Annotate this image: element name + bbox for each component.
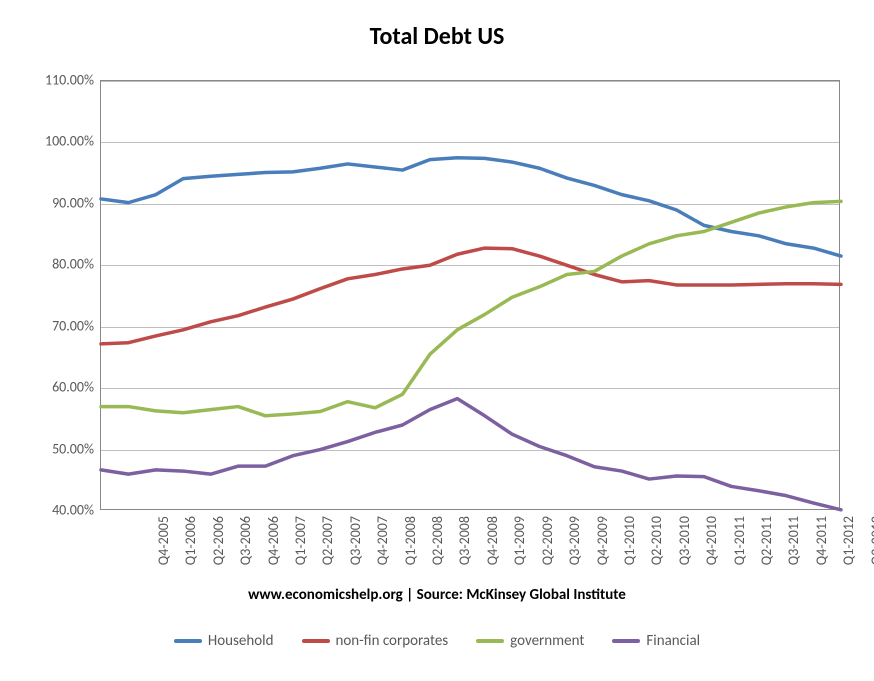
- x-tick-label: Q4-2005: [155, 516, 172, 565]
- y-tick-label: 80.00%: [4, 256, 94, 273]
- x-tick-label: Q1-2008: [402, 516, 419, 565]
- legend-item: non-fin corporates: [302, 632, 449, 650]
- legend: Household non-fin corporates government Fin…: [0, 632, 874, 650]
- x-tick-label: Q4-2007: [374, 516, 391, 565]
- legend-label: government: [510, 632, 584, 650]
- x-tick-label: Q4-2006: [265, 516, 282, 565]
- chart-container: Total Debt US 40.00% 50.00% 60.00% 70.00% 80…: [0, 0, 874, 681]
- plot-area: [100, 80, 840, 510]
- chart-title: Total Debt US: [0, 22, 874, 51]
- legend-swatch: [476, 639, 504, 643]
- legend-item: government: [476, 632, 584, 650]
- source-caption: www.economicshelp.org | Source: McKinsey…: [0, 586, 874, 604]
- x-tick-label: Q1-2007: [292, 516, 309, 565]
- legend-label: non-fin corporates: [336, 632, 449, 650]
- line-series-svg: [101, 81, 841, 511]
- x-tick-label: Q3-2010: [676, 516, 693, 565]
- series-line: [101, 158, 841, 256]
- x-tick-label: Q4-2011: [813, 516, 830, 565]
- x-tick-label: Q4-2010: [703, 516, 720, 565]
- legend-item: Financial: [612, 632, 700, 650]
- x-tick-label: Q1-2006: [183, 516, 200, 565]
- x-tick-label: Q2-2006: [210, 516, 227, 565]
- legend-swatch: [612, 639, 640, 643]
- x-tick-label: Q2-2010: [649, 516, 666, 565]
- x-tick-label: Q1-2011: [731, 516, 748, 565]
- x-tick-label: Q3-2007: [347, 516, 364, 565]
- y-tick-label: 50.00%: [4, 440, 94, 457]
- x-tick-label: Q2-2008: [429, 516, 446, 565]
- series-line: [101, 399, 841, 510]
- x-tick-label: Q3-2008: [457, 516, 474, 565]
- x-tick-label: Q2-2011: [758, 516, 775, 565]
- y-tick-label: 40.00%: [4, 502, 94, 519]
- legend-item: Household: [174, 632, 274, 650]
- x-tick-label: Q3-2006: [237, 516, 254, 565]
- y-tick-label: 100.00%: [4, 133, 94, 150]
- x-tick-label: Q4-2008: [484, 516, 501, 565]
- y-tick-label: 90.00%: [4, 194, 94, 211]
- y-tick-label: 60.00%: [4, 379, 94, 396]
- series-line: [101, 201, 841, 415]
- x-tick-label: Q1-2010: [621, 516, 638, 565]
- series-line: [101, 248, 841, 344]
- x-tick-label: Q4-2009: [594, 516, 611, 565]
- x-tick-label: Q2-2009: [539, 516, 556, 565]
- x-tick-label: Q2-2012: [868, 516, 874, 565]
- x-tick-label: Q1-2012: [840, 516, 857, 565]
- y-tick-label: 70.00%: [4, 317, 94, 334]
- y-tick-label: 110.00%: [4, 72, 94, 89]
- legend-swatch: [174, 639, 202, 643]
- legend-label: Household: [208, 632, 274, 650]
- x-tick-label: Q3-2009: [566, 516, 583, 565]
- legend-swatch: [302, 639, 330, 643]
- x-tick-label: Q1-2009: [511, 516, 528, 565]
- x-tick-label: Q2-2007: [320, 516, 337, 565]
- x-tick-label: Q3-2011: [786, 516, 803, 565]
- legend-label: Financial: [646, 632, 700, 650]
